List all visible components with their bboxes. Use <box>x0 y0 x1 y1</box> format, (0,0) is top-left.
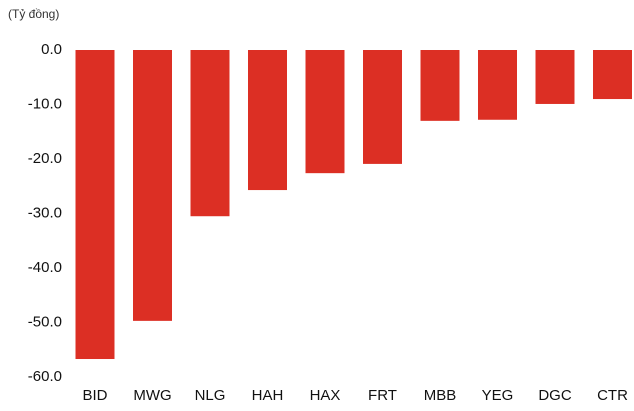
bar <box>190 50 230 217</box>
y-tick-label: 0.0 <box>41 41 62 58</box>
y-tick-label: -30.0 <box>28 204 62 221</box>
bar <box>478 50 517 120</box>
bar <box>248 50 287 191</box>
bar <box>75 50 115 360</box>
bar <box>133 50 172 321</box>
x-tick-label: BID <box>82 387 107 404</box>
x-tick-label: HAX <box>310 387 341 404</box>
x-tick-label: NLG <box>195 387 226 404</box>
bar <box>363 50 402 164</box>
x-tick-label: MWG <box>133 387 171 404</box>
x-tick-label: HAH <box>252 387 284 404</box>
y-tick-label: -60.0 <box>28 368 62 385</box>
bar <box>535 50 575 104</box>
y-tick-label: -10.0 <box>28 95 62 112</box>
y-tick-label: -50.0 <box>28 313 62 330</box>
y-tick-label: -20.0 <box>28 150 62 167</box>
bar <box>593 50 632 100</box>
x-tick-label: FRT <box>368 387 397 404</box>
y-tick-label: -40.0 <box>28 259 62 276</box>
y-axis-label: (Tỷ đồng) <box>8 7 59 21</box>
x-tick-label: DGC <box>538 387 572 404</box>
x-tick-label: YEG <box>482 387 514 404</box>
x-tick-label: MBB <box>424 387 457 404</box>
x-tick-label: CTR <box>597 387 628 404</box>
bar <box>305 50 345 174</box>
bar <box>420 50 460 121</box>
